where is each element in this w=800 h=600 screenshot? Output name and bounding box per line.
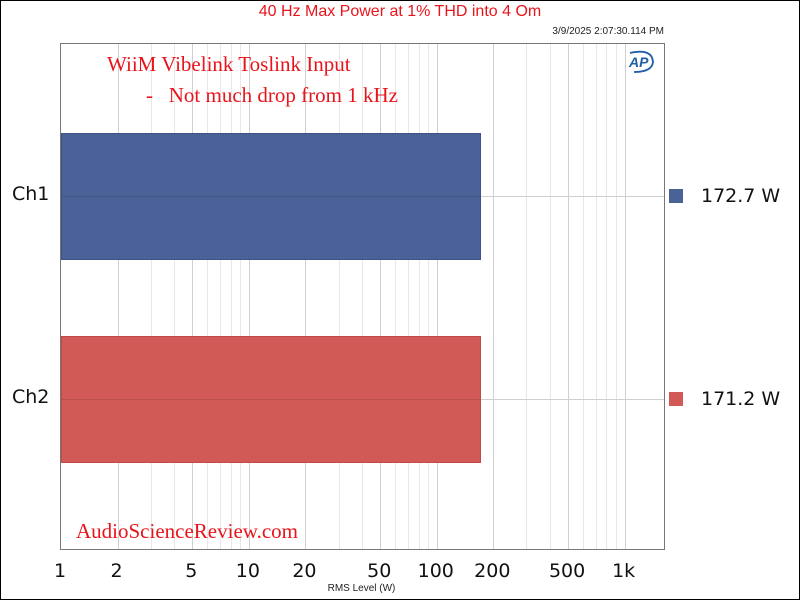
bar-ch2 [61, 336, 481, 463]
x-gridline [624, 44, 626, 549]
x-gridline [380, 44, 382, 549]
legend-swatch-ch1 [669, 189, 683, 203]
x-axis-label: RMS Level (W) [327, 583, 396, 594]
x-gridline [568, 44, 570, 549]
x-gridline [361, 44, 363, 549]
x-gridline [248, 44, 250, 549]
x-tick-label: 20 [292, 560, 317, 582]
x-gridline [582, 44, 584, 549]
x-tick-label: 10 [235, 560, 260, 582]
x-gridline [493, 44, 495, 549]
x-gridline [526, 44, 528, 549]
annotation-line2: - Not much drop from 1 kHz [146, 83, 398, 107]
x-gridline [549, 44, 551, 549]
timestamp: 3/9/2025 2:07:30.114 PM [552, 26, 664, 37]
legend-item-ch1: 172.7 W [669, 185, 780, 207]
x-gridline [305, 44, 307, 549]
x-gridline [407, 44, 409, 549]
x-gridline [207, 44, 209, 549]
x-gridline [219, 44, 221, 549]
x-tick-label: 500 [548, 560, 586, 582]
x-gridline [616, 44, 618, 549]
ap-logo-icon: AP [628, 50, 654, 73]
legend-value-ch2: 171.2 W [701, 388, 781, 410]
legend-item-ch2: 171.2 W [669, 388, 780, 410]
watermark: AudioScienceReview.com [76, 519, 298, 543]
x-tick-label: 1k [612, 560, 636, 582]
svg-text:AP: AP [628, 54, 649, 70]
x-tick-label: 50 [367, 560, 392, 582]
ylabel-ch2: Ch2 [12, 386, 50, 408]
x-gridline [230, 44, 232, 549]
x-tick-label: 2 [110, 560, 123, 582]
x-tick-label: 200 [474, 560, 511, 582]
ylabel-ch1: Ch1 [12, 183, 50, 205]
x-gridline [595, 44, 597, 549]
legend-swatch-ch2 [669, 392, 683, 406]
x-tick-label: 1 [53, 560, 67, 582]
x-tick-label: 100 [417, 560, 454, 582]
plot-area: AP [60, 43, 665, 550]
x-gridline [240, 44, 242, 549]
x-gridline [418, 44, 420, 549]
x-tick-label: 5 [185, 560, 198, 582]
x-gridline [436, 44, 438, 549]
x-gridline [338, 44, 340, 549]
x-gridline [606, 44, 608, 549]
x-gridline [174, 44, 176, 549]
x-gridline [428, 44, 430, 549]
legend-value-ch1: 172.7 W [701, 185, 781, 207]
x-gridline [117, 44, 119, 549]
chart-title: 40 Hz Max Power at 1% THD into 4 Om [258, 3, 542, 20]
x-gridline [150, 44, 152, 549]
bar-ch1 [61, 133, 482, 260]
x-gridline [192, 44, 194, 549]
annotation-line1: WiiM Vibelink Toslink Input [107, 52, 351, 76]
x-gridline [395, 44, 397, 549]
